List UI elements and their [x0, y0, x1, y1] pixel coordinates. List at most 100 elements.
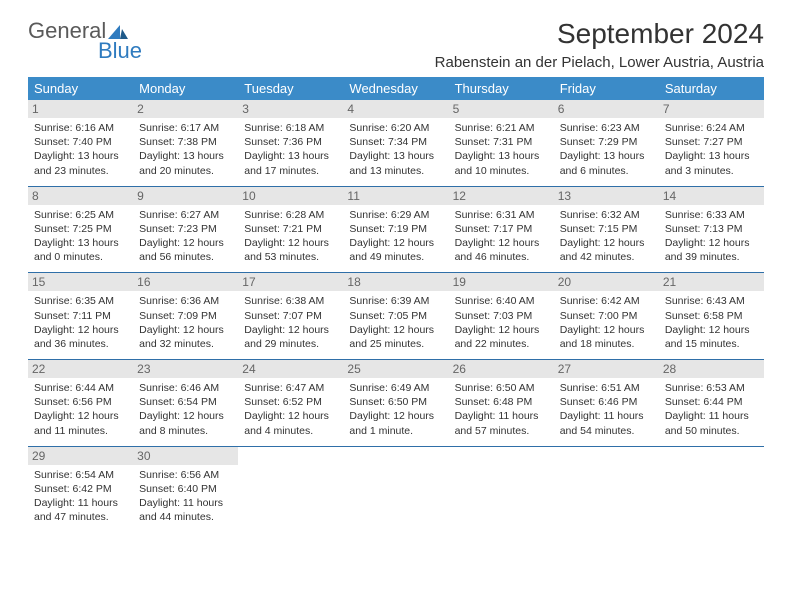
sunset-text: Sunset: 7:17 PM — [455, 222, 548, 236]
day-cell: 15Sunrise: 6:35 AMSunset: 7:11 PMDayligh… — [28, 273, 133, 360]
sunset-text: Sunset: 7:15 PM — [560, 222, 653, 236]
daylight-text: Daylight: 13 hours and 0 minutes. — [34, 236, 127, 264]
sunset-text: Sunset: 7:34 PM — [349, 135, 442, 149]
day-cell: 16Sunrise: 6:36 AMSunset: 7:09 PMDayligh… — [133, 273, 238, 360]
day-cell: 24 Sunrise: 6:47 AMSunset: 6:52 PMDayligh… — [238, 360, 343, 447]
day-number: 24 — [238, 360, 343, 378]
day-cell: 17Sunrise: 6:38 AMSunset: 7:07 PMDayligh… — [238, 273, 343, 360]
day-cell: 21Sunrise: 6:43 AMSunset: 6:58 PMDayligh… — [659, 273, 764, 360]
sunset-text: Sunset: 6:52 PM — [244, 395, 337, 409]
day-number: 16 — [133, 273, 238, 291]
daylight-text: Daylight: 11 hours and 54 minutes. — [560, 409, 653, 437]
day-number: 26 — [449, 360, 554, 378]
day-number: 23 — [133, 360, 238, 378]
sunset-text: Sunset: 7:00 PM — [560, 309, 653, 323]
day-cell: 8Sunrise: 6:25 AMSunset: 7:25 PMDaylight… — [28, 186, 133, 273]
sunset-text: Sunset: 7:38 PM — [139, 135, 232, 149]
sunset-text: Sunset: 7:13 PM — [665, 222, 758, 236]
day-cell: 3Sunrise: 6:18 AMSunset: 7:36 PMDaylight… — [238, 100, 343, 186]
sunrise-text: Sunrise: 6:42 AM — [560, 294, 653, 308]
daylight-text: Daylight: 12 hours and 39 minutes. — [665, 236, 758, 264]
day-cell: 29Sunrise: 6:54 AMSunset: 6:42 PMDayligh… — [28, 446, 133, 532]
sunrise-text: Sunrise: 6:39 AM — [349, 294, 442, 308]
weekday-header: Sunday — [28, 77, 133, 100]
daylight-text: Daylight: 12 hours and 53 minutes. — [244, 236, 337, 264]
sunset-text: Sunset: 7:05 PM — [349, 309, 442, 323]
empty-cell — [449, 446, 554, 532]
day-number: 27 — [554, 360, 659, 378]
sunset-text: Sunset: 6:56 PM — [34, 395, 127, 409]
day-number: 12 — [449, 187, 554, 205]
sunrise-text: Sunrise: 6:28 AM — [244, 208, 337, 222]
day-cell: 23Sunrise: 6:46 AMSunset: 6:54 PMDayligh… — [133, 360, 238, 447]
title-block: September 2024 Rabenstein an der Pielach… — [435, 18, 764, 71]
weekday-header: Saturday — [659, 77, 764, 100]
day-number: 21 — [659, 273, 764, 291]
day-cell: 13Sunrise: 6:32 AMSunset: 7:15 PMDayligh… — [554, 186, 659, 273]
sunrise-text: Sunrise: 6:32 AM — [560, 208, 653, 222]
empty-cell — [659, 446, 764, 532]
day-cell: 10Sunrise: 6:28 AMSunset: 7:21 PMDayligh… — [238, 186, 343, 273]
daylight-text: Daylight: 12 hours and 32 minutes. — [139, 323, 232, 351]
sunset-text: Sunset: 6:44 PM — [665, 395, 758, 409]
day-cell: 7Sunrise: 6:24 AMSunset: 7:27 PMDaylight… — [659, 100, 764, 186]
day-number: 19 — [449, 273, 554, 291]
day-number: 10 — [238, 187, 343, 205]
day-cell: 27Sunrise: 6:51 AMSunset: 6:46 PMDayligh… — [554, 360, 659, 447]
day-number: 3 — [238, 100, 343, 118]
sunrise-text: Sunrise: 6:44 AM — [34, 381, 127, 395]
sunset-text: Sunset: 6:54 PM — [139, 395, 232, 409]
day-cell: 20Sunrise: 6:42 AMSunset: 7:00 PMDayligh… — [554, 273, 659, 360]
day-number: 15 — [28, 273, 133, 291]
day-number: 6 — [554, 100, 659, 118]
sunrise-text: Sunrise: 6:18 AM — [244, 121, 337, 135]
month-title: September 2024 — [435, 18, 764, 50]
logo-general: General — [28, 18, 106, 44]
day-number: 8 — [28, 187, 133, 205]
sunset-text: Sunset: 6:40 PM — [139, 482, 232, 496]
day-number: 1 — [28, 100, 133, 118]
weekday-header: Thursday — [449, 77, 554, 100]
day-cell: 2Sunrise: 6:17 AMSunset: 7:38 PMDaylight… — [133, 100, 238, 186]
logo-blue: Blue — [98, 38, 142, 64]
sunset-text: Sunset: 7:31 PM — [455, 135, 548, 149]
sunrise-text: Sunrise: 6:24 AM — [665, 121, 758, 135]
sunset-text: Sunset: 7:29 PM — [560, 135, 653, 149]
empty-cell — [343, 446, 448, 532]
sunrise-text: Sunrise: 6:35 AM — [34, 294, 127, 308]
daylight-text: Daylight: 13 hours and 3 minutes. — [665, 149, 758, 177]
sunset-text: Sunset: 6:58 PM — [665, 309, 758, 323]
sunrise-text: Sunrise: 6:56 AM — [139, 468, 232, 482]
day-cell: 11Sunrise: 6:29 AMSunset: 7:19 PMDayligh… — [343, 186, 448, 273]
day-number: 7 — [659, 100, 764, 118]
sunrise-text: Sunrise: 6:47 AM — [244, 381, 337, 395]
weekday-header: Friday — [554, 77, 659, 100]
day-cell: 14Sunrise: 6:33 AMSunset: 7:13 PMDayligh… — [659, 186, 764, 273]
day-cell: 5Sunrise: 6:21 AMSunset: 7:31 PMDaylight… — [449, 100, 554, 186]
sunset-text: Sunset: 6:48 PM — [455, 395, 548, 409]
daylight-text: Daylight: 13 hours and 6 minutes. — [560, 149, 653, 177]
weekday-header: Wednesday — [343, 77, 448, 100]
daylight-text: Daylight: 11 hours and 44 minutes. — [139, 496, 232, 524]
day-cell: 12Sunrise: 6:31 AMSunset: 7:17 PMDayligh… — [449, 186, 554, 273]
daylight-text: Daylight: 12 hours and 29 minutes. — [244, 323, 337, 351]
sunrise-text: Sunrise: 6:40 AM — [455, 294, 548, 308]
daylight-text: Daylight: 12 hours and 4 minutes. — [244, 409, 337, 437]
daylight-text: Daylight: 11 hours and 57 minutes. — [455, 409, 548, 437]
day-cell: 1Sunrise: 6:16 AMSunset: 7:40 PMDaylight… — [28, 100, 133, 186]
sunset-text: Sunset: 7:09 PM — [139, 309, 232, 323]
sunrise-text: Sunrise: 6:23 AM — [560, 121, 653, 135]
daylight-text: Daylight: 13 hours and 23 minutes. — [34, 149, 127, 177]
day-number: 20 — [554, 273, 659, 291]
calendar-row: 22Sunrise: 6:44 AMSunset: 6:56 PMDayligh… — [28, 360, 764, 447]
day-number: 9 — [133, 187, 238, 205]
calendar-row: 8Sunrise: 6:25 AMSunset: 7:25 PMDaylight… — [28, 186, 764, 273]
daylight-text: Daylight: 12 hours and 11 minutes. — [34, 409, 127, 437]
sunrise-text: Sunrise: 6:27 AM — [139, 208, 232, 222]
sunrise-text: Sunrise: 6:49 AM — [349, 381, 442, 395]
calendar-row: 1Sunrise: 6:16 AMSunset: 7:40 PMDaylight… — [28, 100, 764, 186]
day-cell: 22Sunrise: 6:44 AMSunset: 6:56 PMDayligh… — [28, 360, 133, 447]
daylight-text: Daylight: 12 hours and 15 minutes. — [665, 323, 758, 351]
daylight-text: Daylight: 12 hours and 25 minutes. — [349, 323, 442, 351]
day-number: 5 — [449, 100, 554, 118]
